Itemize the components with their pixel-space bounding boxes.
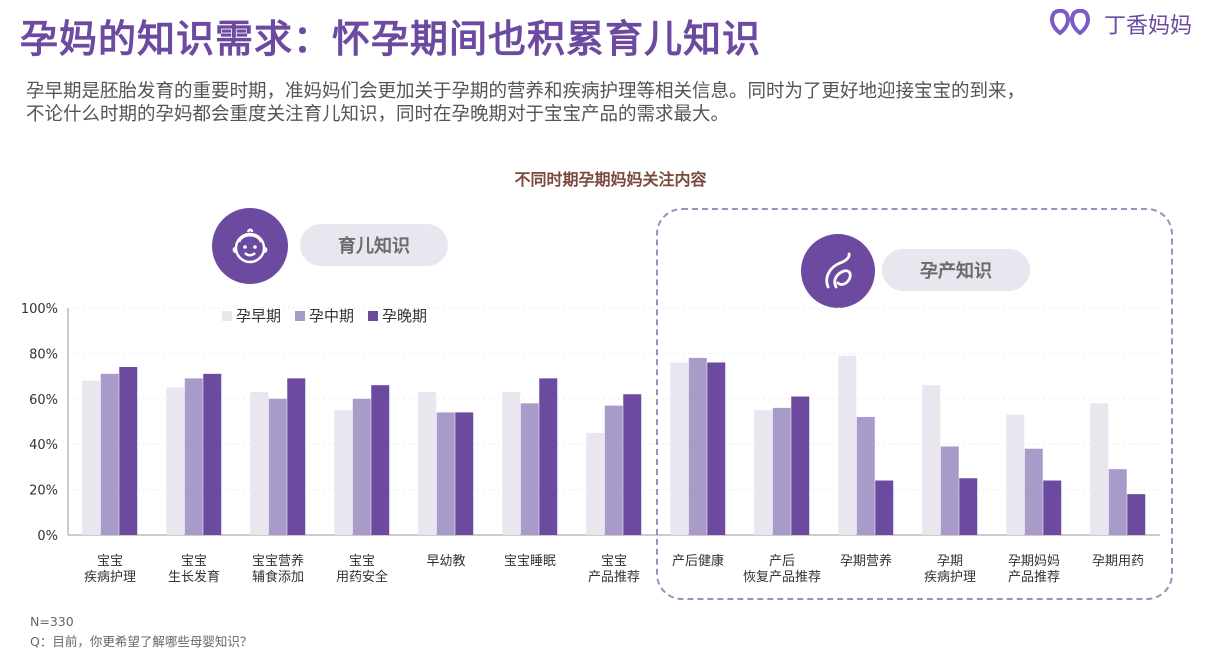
x-tick-label: 生长发育 [168, 569, 220, 585]
legend-item-early: 孕早期 [222, 305, 281, 326]
bar [1043, 480, 1062, 535]
bar [520, 403, 539, 535]
legend-swatch-early [222, 310, 232, 321]
x-tick-label: 孕期 [937, 554, 963, 569]
bar [203, 373, 222, 535]
subtitle: 孕早期是胚胎发育的重要时期，准妈妈们会更加关于孕期的营养和疾病护理等相关信息。同… [26, 80, 1201, 126]
y-tick-label: 100% [21, 302, 58, 317]
chart-legend: 孕早期 孕中期 孕晚期 [222, 305, 427, 326]
bar [166, 387, 185, 535]
pregnancy-knowledge-group-box [656, 208, 1173, 600]
legend-label-late: 孕晚期 [382, 307, 428, 325]
bar [604, 405, 623, 535]
legend-item-mid: 孕中期 [295, 305, 354, 326]
bar [100, 373, 119, 535]
x-tick-label: 疾病护理 [924, 570, 976, 585]
x-tick-label: 宝宝营养 [252, 553, 304, 569]
brand-logo: 丁香妈妈 [1048, 8, 1192, 40]
x-tick-label: 宝宝 [97, 554, 123, 569]
bar [688, 357, 707, 535]
legend-swatch-late [368, 310, 379, 321]
bar [1127, 494, 1146, 535]
y-tick-label: 60% [29, 393, 58, 408]
y-tick-label: 0% [37, 529, 58, 544]
bar [959, 478, 978, 535]
legend-item-late: 孕晚期 [368, 305, 427, 326]
bar [922, 385, 941, 535]
survey-question-note: Q：目前，你更希望了解哪些母婴知识？ [30, 634, 253, 649]
y-tick-label: 20% [29, 484, 58, 499]
y-tick-label: 80% [29, 347, 58, 362]
bar [455, 412, 474, 535]
x-tick-label: 宝宝 [349, 554, 375, 569]
bar [1090, 403, 1109, 535]
bar [1024, 448, 1043, 535]
bar [268, 398, 287, 535]
x-tick-label: 宝宝睡眠 [504, 554, 556, 569]
x-tick-label: 疾病护理 [84, 570, 136, 585]
sample-size-note: N=330 [30, 614, 74, 629]
bar [856, 416, 875, 535]
bar [1108, 469, 1127, 535]
bar [119, 367, 138, 535]
bar [772, 407, 791, 535]
logo-text: 丁香妈妈 [1104, 14, 1193, 39]
bar [754, 410, 773, 535]
x-tick-label: 孕期用药 [1092, 554, 1144, 569]
x-tick-label: 用药安全 [336, 569, 388, 585]
bar [334, 410, 353, 535]
x-tick-label: 宝宝 [181, 554, 207, 569]
page-title: 孕妈的知识需求：怀孕期间也积累育儿知识 [20, 17, 762, 61]
x-tick-label: 产后 [769, 554, 795, 569]
childcare-knowledge-label: 育儿知识 [300, 224, 448, 266]
subtitle-line-2: 不论什么时期的孕妈都会重度关注育儿知识，同时在孕晚期对于宝宝产品的需求最大。 [26, 104, 730, 125]
bar [623, 394, 642, 535]
legend-label-early: 孕早期 [236, 307, 282, 325]
x-tick-label: 产品推荐 [588, 570, 640, 585]
bar [82, 380, 101, 535]
x-tick-label: 孕期妈妈 [1008, 554, 1060, 569]
bar [940, 446, 959, 535]
bar [539, 378, 558, 535]
subtitle-line-1: 孕早期是胚胎发育的重要时期，准妈妈们会更加关于孕期的营养和疾病护理等相关信息。同… [26, 81, 1026, 102]
bar [418, 391, 437, 535]
baby-face-icon [212, 208, 288, 284]
x-tick-label: 辅食添加 [252, 569, 304, 585]
bar [670, 362, 689, 535]
x-tick-label: 宝宝 [601, 554, 627, 569]
bar [1006, 414, 1025, 535]
x-tick-label: 孕期营养 [840, 553, 892, 569]
bar [184, 378, 203, 535]
bar [707, 362, 726, 535]
dxy-logo-icon [1050, 9, 1090, 35]
legend-swatch-mid [295, 310, 306, 321]
x-tick-label: 产品推荐 [1008, 570, 1060, 585]
bar [875, 480, 894, 535]
bar [436, 412, 455, 535]
bar [502, 391, 521, 535]
y-tick-label: 40% [29, 438, 58, 453]
x-tick-label: 早幼教 [426, 553, 465, 569]
x-tick-label: 产后健康 [672, 553, 724, 569]
chart-title: 不同时期孕期妈妈关注内容 [514, 170, 707, 189]
bar [250, 391, 269, 535]
pregnant-woman-icon [801, 234, 875, 308]
bar [352, 398, 371, 535]
bar [838, 355, 857, 535]
bar [287, 378, 306, 535]
bar [791, 396, 810, 535]
bar [371, 385, 390, 535]
legend-label-mid: 孕中期 [309, 307, 355, 325]
bar [586, 432, 605, 535]
pregnancy-knowledge-label: 孕产知识 [882, 249, 1030, 291]
x-tick-label: 恢复产品推荐 [743, 570, 821, 585]
